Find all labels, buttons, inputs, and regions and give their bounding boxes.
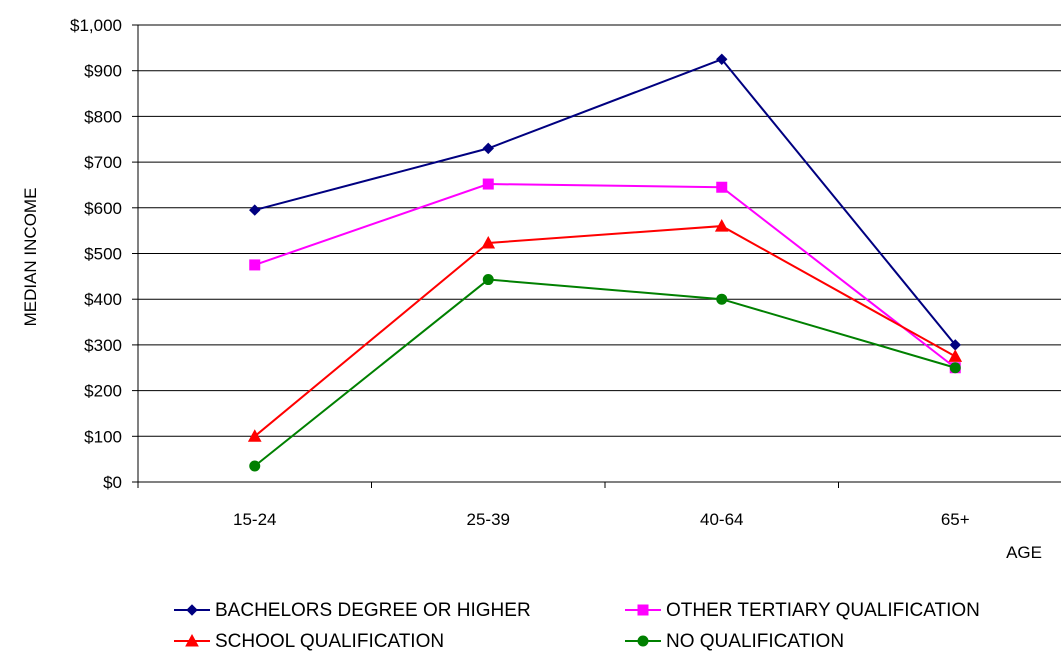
data-point [716,53,728,65]
y-tick-labels: $0 $100 $200 $300 $400 $500 $600 $700 $800 $900 $1… [70,16,122,492]
x-tick-labels: 15-24 25-39 40-64 65+ [233,510,970,529]
y-tick-label: $500 [84,245,122,264]
data-point [249,259,261,271]
series-line [254,183,956,369]
legend-label: OTHER TERTIARY QUALIFICATION [666,600,980,621]
series-3 [249,274,961,472]
x-tick-label: 25-39 [467,510,510,529]
series-lines [247,53,963,472]
legend-label: NO QUALIFICATION [666,631,844,652]
legend-label: BACHELORS DEGREE OR HIGHER [215,600,531,621]
y-axis-label: MEDIAN INCOME [21,188,40,327]
data-point [247,429,262,442]
legend-label: SCHOOL QUALIFICATION [215,631,444,652]
y-tick-label: $400 [84,290,122,309]
y-tick-label: $1,000 [70,16,122,35]
legend-item: SCHOOL QUALIFICATION [174,631,444,652]
legend-marker [637,635,649,647]
legend-marker [186,604,198,616]
legend: BACHELORS DEGREE OR HIGHER OTHER TERTIARY… [174,600,980,652]
y-tick-label: $100 [84,427,122,446]
data-point [482,142,494,155]
data-point [481,235,496,249]
legend-item: BACHELORS DEGREE OR HIGHER [174,600,531,621]
data-point [949,362,961,374]
data-point [249,204,261,216]
x-tick-label: 15-24 [233,510,276,529]
series-0 [249,53,961,351]
y-tick-label: $800 [84,107,122,126]
data-point [482,178,494,190]
grid-lines [138,24,1061,437]
series-line [254,58,957,346]
series-2 [247,219,963,442]
data-point [714,219,729,232]
y-tick-label: $200 [84,382,122,401]
data-point [716,293,728,305]
series-line [254,278,956,467]
x-axis-label: AGE [1006,543,1042,562]
y-tick-label: $0 [103,473,122,492]
legend-item: NO QUALIFICATION [625,631,844,652]
x-tick-label: 65+ [941,510,970,529]
data-point [249,460,261,472]
series-line [254,225,956,438]
y-tick-label: $300 [84,336,122,355]
x-tick-label: 40-64 [700,510,743,529]
legend-marker [637,604,649,616]
y-tick-label: $900 [84,62,122,81]
data-point [482,274,494,286]
data-point [716,181,728,193]
y-tick-label: $600 [84,199,122,218]
legend-item: OTHER TERTIARY QUALIFICATION [625,600,980,621]
y-tick-label: $700 [84,153,122,172]
axes [132,24,1061,488]
legend-marker [185,633,199,647]
data-point [948,349,963,362]
